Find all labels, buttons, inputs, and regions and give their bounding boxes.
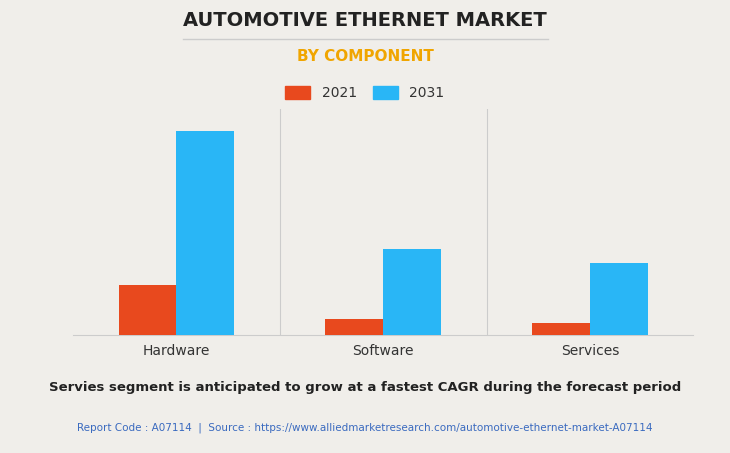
Bar [326,319,383,335]
Bar [118,285,177,335]
Text: BY COMPONENT: BY COMPONENT [296,49,434,64]
Bar [590,263,648,335]
Text: Servies segment is anticipated to grow at a fastest CAGR during the forecast per: Servies segment is anticipated to grow a… [49,381,681,394]
Text: Report Code : A07114  |  Source : https://www.alliedmarketresearch.com/automotiv: Report Code : A07114 | Source : https://… [77,423,653,434]
Legend: 2021, 2031: 2021, 2031 [285,86,445,100]
Bar [177,131,234,335]
Bar [383,249,441,335]
Text: AUTOMOTIVE ETHERNET MARKET: AUTOMOTIVE ETHERNET MARKET [183,11,547,30]
Bar [532,323,590,335]
